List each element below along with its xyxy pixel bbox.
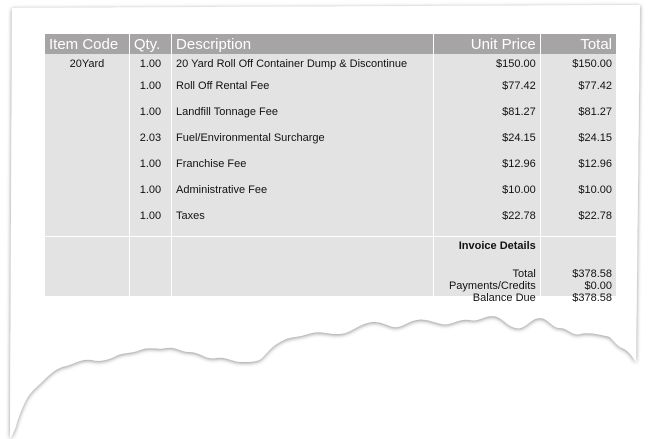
table-row: 1.00 Landfill Tonnage Fee $81.27 $81.27: [45, 106, 616, 132]
header-description: Description: [171, 34, 434, 54]
unit-price-cell: $12.96: [433, 158, 541, 184]
unit-price-cell: $24.15: [433, 132, 541, 158]
item-code-cell: [45, 210, 130, 237]
qty-cell: 1.00: [129, 184, 173, 210]
qty-cell: 1.00: [129, 210, 173, 237]
table-row: 20Yard 1.00 20 Yard Roll Off Container D…: [45, 54, 616, 80]
description-cell: Franchise Fee: [171, 158, 434, 184]
summary-labels-cell: Invoice Details Total Payments/Credits B…: [433, 236, 541, 304]
header-unit-price: Unit Price: [433, 34, 541, 54]
total-value: $378.58: [572, 268, 612, 280]
header-total: Total: [540, 34, 616, 54]
summary-empty-cell: [45, 236, 130, 304]
item-code-cell: [45, 132, 130, 158]
summary-empty-cell: [171, 236, 434, 304]
total-label: Total: [512, 268, 536, 280]
total-cell: $150.00: [572, 58, 612, 70]
unit-price-cell: $150.00: [433, 54, 541, 80]
summary-empty-cell: [129, 236, 173, 304]
unit-price-cell: $77.42: [433, 80, 541, 106]
item-code-cell: [45, 106, 130, 132]
description-cell: Landfill Tonnage Fee: [171, 106, 434, 132]
payments-label: Payments/Credits: [448, 280, 536, 292]
balance-due-label: Balance Due: [472, 292, 536, 304]
balance-due-value: $378.58: [572, 292, 612, 304]
total-cell: $81.27: [578, 106, 612, 118]
invoice-details-heading: Invoice Details: [458, 240, 536, 252]
item-code-cell: [45, 184, 130, 210]
description-cell: Fuel/Environmental Surcharge: [171, 132, 434, 158]
summary-values-cell: $378.58 $0.00 $378.58: [540, 236, 616, 304]
description-cell: Roll Off Rental Fee: [171, 80, 434, 106]
qty-cell: 1.00: [129, 80, 173, 106]
payments-value: $0.00: [584, 280, 612, 292]
qty-cell: 2.03: [129, 132, 173, 158]
table-header-row: Item Code Qty. Description Unit Price To…: [45, 34, 616, 54]
header-qty: Qty.: [129, 34, 173, 54]
summary-row: Invoice Details Total Payments/Credits B…: [45, 236, 616, 304]
item-code-cell: [45, 158, 130, 184]
qty-cell: 1.00: [129, 106, 173, 132]
item-code-cell: 20Yard: [45, 54, 130, 80]
description-cell: 20 Yard Roll Off Container Dump & Discon…: [171, 54, 434, 80]
invoice-table-panel: Item Code Qty. Description Unit Price To…: [45, 34, 616, 304]
table-row: 1.00 Administrative Fee $10.00 $10.00: [45, 184, 616, 210]
description-cell: Administrative Fee: [171, 184, 434, 210]
unit-price-cell: $10.00: [433, 184, 541, 210]
qty-cell: 1.00: [129, 54, 173, 80]
line-items-table: Item Code Qty. Description Unit Price To…: [45, 34, 616, 304]
header-item-code: Item Code: [45, 34, 130, 54]
total-cell: $77.42: [578, 80, 612, 92]
qty-cell: 1.00: [129, 158, 173, 184]
total-cell: $12.96: [578, 158, 612, 170]
total-cell: $24.15: [578, 132, 612, 144]
total-cell: $22.78: [578, 210, 612, 222]
unit-price-cell: $81.27: [433, 106, 541, 132]
table-row: 1.00 Franchise Fee $12.96 $12.96: [45, 158, 616, 184]
total-cell: $10.00: [578, 184, 612, 196]
description-cell: Taxes: [171, 210, 434, 237]
table-row: 1.00 Taxes $22.78 $22.78: [45, 210, 616, 237]
item-code-cell: [45, 80, 130, 106]
table-row: 1.00 Roll Off Rental Fee $77.42 $77.42: [45, 80, 616, 106]
unit-price-cell: $22.78: [433, 210, 541, 237]
table-row: 2.03 Fuel/Environmental Surcharge $24.15…: [45, 132, 616, 158]
